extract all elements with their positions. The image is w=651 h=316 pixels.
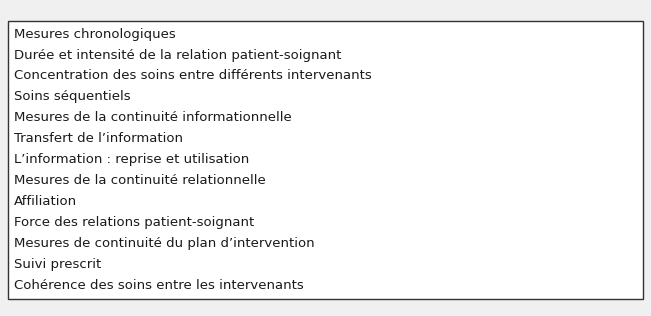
Text: Mesures de la continuité relationnelle: Mesures de la continuité relationnelle	[14, 174, 266, 187]
Text: Mesures chronologiques: Mesures chronologiques	[14, 28, 176, 41]
Text: Mesures de continuité du plan d’intervention: Mesures de continuité du plan d’interven…	[14, 237, 315, 250]
Text: Transfert de l’information: Transfert de l’information	[14, 132, 184, 145]
Text: Durée et intensité de la relation patient-soignant: Durée et intensité de la relation patien…	[14, 49, 342, 62]
Text: Suivi prescrit: Suivi prescrit	[14, 258, 102, 270]
Text: Concentration des soins entre différents intervenants: Concentration des soins entre différents…	[14, 70, 372, 82]
Bar	[8, 21, 643, 299]
Text: Mesures de la continuité informationnelle: Mesures de la continuité informationnell…	[14, 111, 292, 124]
Text: Affiliation: Affiliation	[14, 195, 77, 208]
Text: Soins séquentiels: Soins séquentiels	[14, 90, 131, 103]
Text: Cohérence des soins entre les intervenants: Cohérence des soins entre les intervenan…	[14, 278, 304, 291]
Text: L’information : reprise et utilisation: L’information : reprise et utilisation	[14, 153, 249, 166]
Text: Force des relations patient-soignant: Force des relations patient-soignant	[14, 216, 255, 229]
